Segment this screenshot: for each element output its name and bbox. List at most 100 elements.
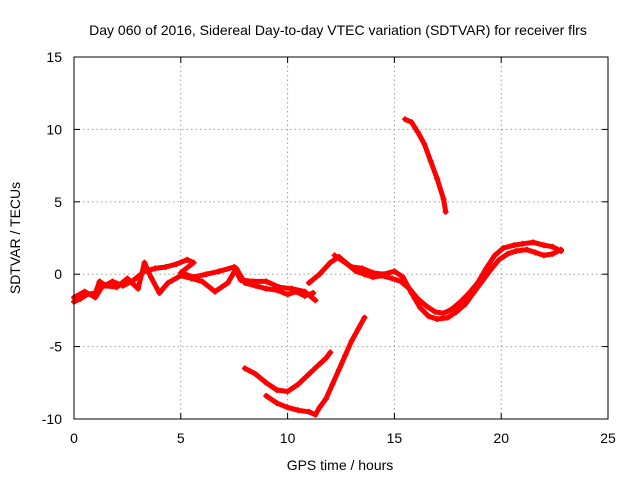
data-point-marker xyxy=(250,278,257,285)
x-tick-label: 20 xyxy=(493,430,509,446)
data-point-marker xyxy=(224,279,231,286)
data-point-marker xyxy=(496,256,503,263)
data-point-marker xyxy=(427,158,434,165)
data-point-marker xyxy=(124,275,131,282)
data-point-marker xyxy=(162,263,169,270)
data-point-marker xyxy=(423,303,430,310)
data-point-marker xyxy=(431,308,438,315)
data-point-marker xyxy=(316,360,323,367)
data-point-marker xyxy=(203,271,210,278)
data-point-marker xyxy=(511,242,518,249)
data-point-marker xyxy=(487,266,494,273)
data-point-marker xyxy=(216,268,223,275)
data-point-marker xyxy=(380,271,387,278)
series-line xyxy=(242,349,333,394)
data-point-marker xyxy=(156,290,163,297)
data-point-marker xyxy=(408,290,415,297)
data-point-marker xyxy=(273,400,280,407)
data-point-marker xyxy=(513,248,520,255)
data-point-marker xyxy=(316,271,323,278)
data-point-marker xyxy=(483,265,490,272)
x-tick-label: 15 xyxy=(387,430,403,446)
data-point-marker xyxy=(301,288,308,295)
data-point-marker xyxy=(295,381,302,388)
data-point-marker xyxy=(263,278,270,285)
y-tick-label: -10 xyxy=(42,411,62,427)
data-point-marker xyxy=(359,265,366,272)
data-point-marker xyxy=(440,310,447,317)
data-point-marker xyxy=(130,276,137,283)
data-point-marker xyxy=(81,288,88,295)
series-arc-d xyxy=(331,246,565,323)
data-point-marker xyxy=(530,239,537,246)
data-point-marker xyxy=(77,295,84,302)
data-point-marker xyxy=(444,314,451,321)
y-tick-labels: -10 -5 0 5 10 15 xyxy=(42,49,62,427)
data-point-marker xyxy=(434,175,441,182)
data-point-marker xyxy=(540,242,547,249)
data-point-marker xyxy=(540,252,547,259)
y-tick-label: 5 xyxy=(54,194,62,210)
x-tick-label: 5 xyxy=(177,430,185,446)
data-point-marker xyxy=(109,278,116,285)
data-point-marker xyxy=(391,268,398,275)
data-point-marker xyxy=(425,313,432,320)
data-point-marker xyxy=(96,278,103,285)
data-point-marker xyxy=(549,243,556,250)
data-point-marker xyxy=(532,249,539,256)
data-point-marker xyxy=(327,349,334,356)
data-point-marker xyxy=(323,395,330,402)
data-point-marker xyxy=(199,278,206,285)
data-point-marker xyxy=(177,269,184,276)
data-point-marker xyxy=(231,263,238,270)
data-point-marker xyxy=(329,381,336,388)
series-arc-e xyxy=(402,116,449,215)
data-point-marker xyxy=(252,371,259,378)
data-point-marker xyxy=(519,240,526,247)
data-point-marker xyxy=(190,259,197,266)
series-line xyxy=(402,116,449,215)
data-series xyxy=(71,116,565,418)
data-point-marker xyxy=(402,116,409,123)
data-point-marker xyxy=(500,245,507,252)
data-point-marker xyxy=(173,261,180,268)
data-point-marker xyxy=(135,285,142,292)
data-point-marker xyxy=(348,337,355,344)
data-point-marker xyxy=(141,259,148,266)
data-point-marker xyxy=(331,252,338,259)
y-axis-label: SDTVAR / TECUs xyxy=(7,182,23,294)
data-point-marker xyxy=(147,274,154,281)
data-point-marker xyxy=(120,282,127,289)
data-point-marker xyxy=(263,285,270,292)
data-point-marker xyxy=(478,278,485,285)
data-point-marker xyxy=(414,129,421,136)
data-point-marker xyxy=(549,250,556,257)
data-point-marker xyxy=(348,263,355,270)
series-arc-f xyxy=(241,349,334,395)
data-point-marker xyxy=(558,246,565,253)
axis-ticks xyxy=(73,56,609,420)
chart-title: Day 060 of 2016, Sidereal Day-to-day VTE… xyxy=(89,22,587,38)
data-point-marker xyxy=(152,265,159,272)
data-point-marker xyxy=(92,294,99,301)
data-point-marker xyxy=(355,326,362,333)
x-tick-label: 10 xyxy=(280,430,296,446)
plot-frame xyxy=(73,56,609,420)
data-point-marker xyxy=(399,274,406,281)
data-point-marker xyxy=(370,269,377,276)
data-point-marker xyxy=(310,290,317,297)
data-point-marker xyxy=(440,195,447,202)
data-point-marker xyxy=(335,366,342,373)
data-point-marker xyxy=(434,316,441,323)
data-point-marker xyxy=(305,408,312,415)
data-point-marker xyxy=(421,140,428,147)
series-arc-b xyxy=(71,256,319,304)
data-point-marker xyxy=(211,288,218,295)
x-tick-label: 25 xyxy=(600,430,616,446)
data-point-marker xyxy=(461,301,468,308)
data-point-marker xyxy=(442,208,449,215)
x-tick-label: 0 xyxy=(70,430,78,446)
data-point-marker xyxy=(288,285,295,292)
data-point-marker xyxy=(361,314,368,321)
